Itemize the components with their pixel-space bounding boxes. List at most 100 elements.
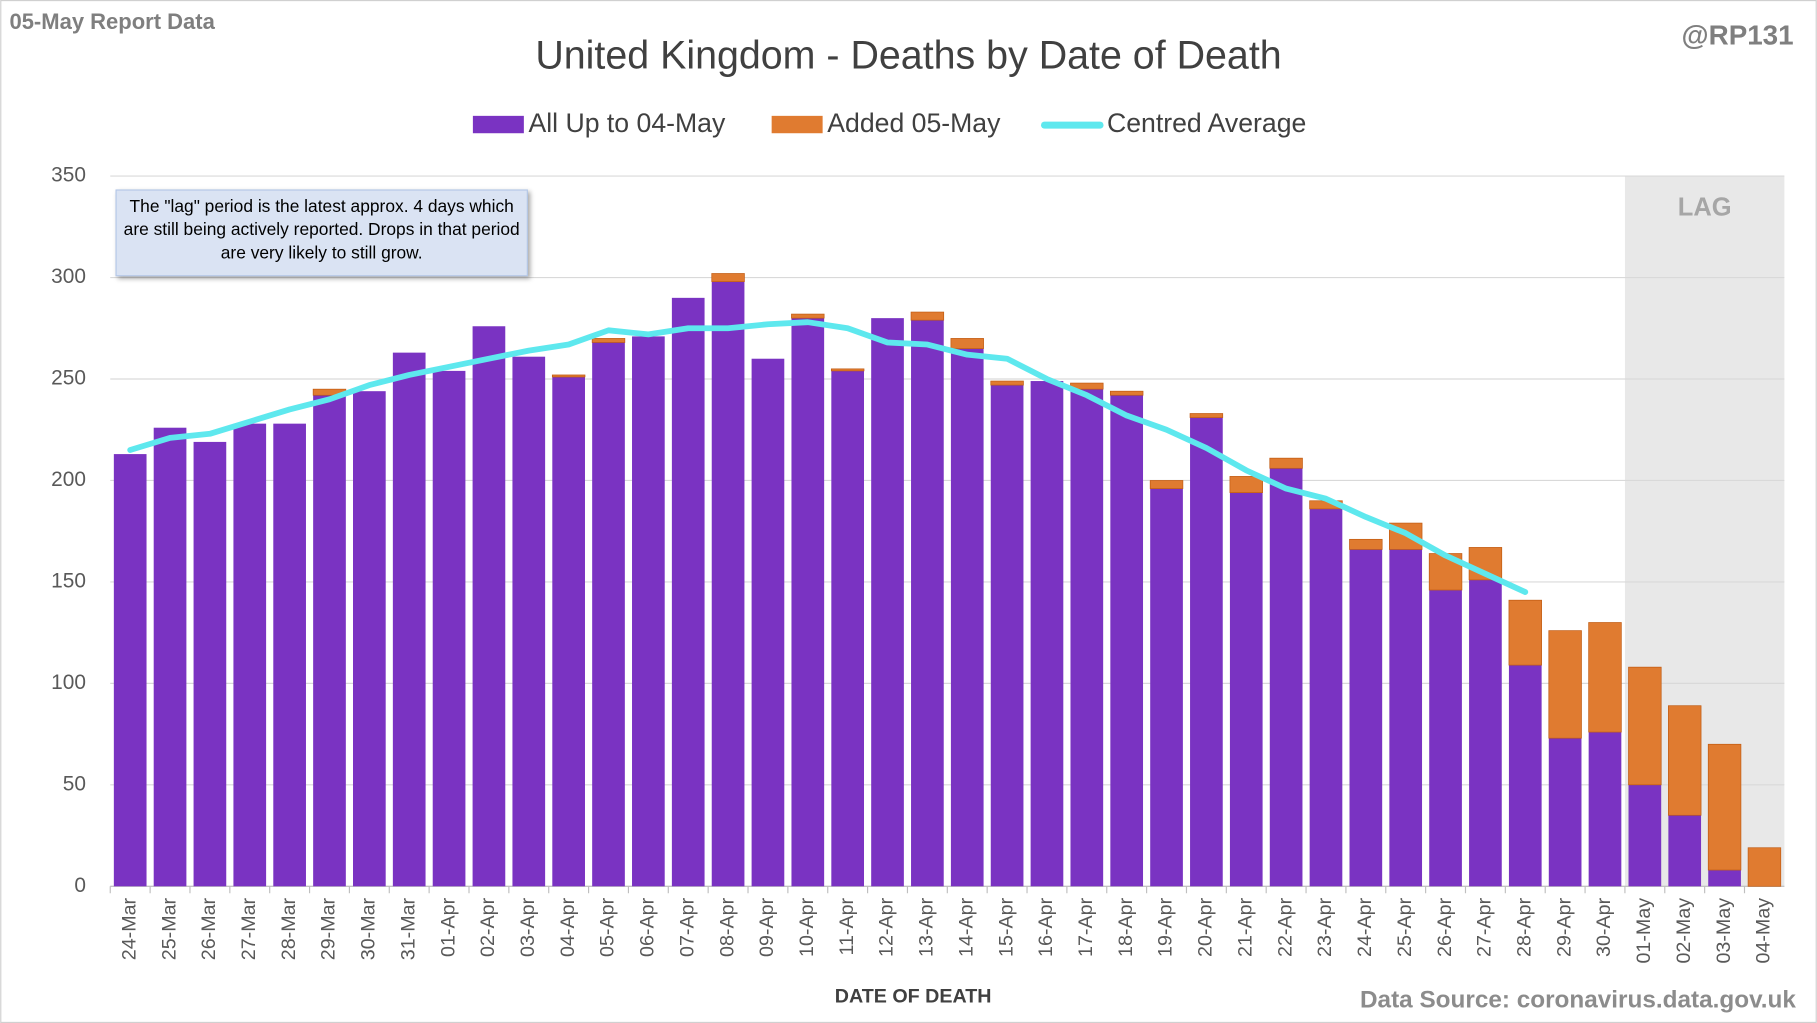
bar-segment (671, 297, 705, 887)
x-tick-label: 04-Apr (557, 897, 579, 957)
x-tick-label: 21-Apr (1234, 897, 1256, 957)
x-tick-label: 20-Apr (1195, 897, 1217, 957)
bar-segment (1149, 480, 1184, 489)
x-tick-label: 14-Apr (955, 897, 977, 957)
bar-segment (591, 338, 626, 343)
bar-segment (1628, 666, 1662, 786)
x-tick-label: 08-Apr (716, 897, 738, 957)
bar-segment (1269, 457, 1303, 469)
x-tick-label: 17-Apr (1075, 897, 1097, 957)
annotation-text: The "lag" period is the latest approx. 4… (123, 196, 520, 263)
bar-segment (791, 318, 825, 887)
y-tick-label: 100 (51, 671, 86, 694)
x-tick-label: 06-Apr (637, 897, 659, 957)
y-tick-label: 350 (51, 164, 86, 187)
plot-area: LAG 0 50 100 150 200 250 300 350 24-Mar 25-Mar 26-M… (51, 164, 1785, 964)
legend-swatch (771, 115, 823, 134)
bar-segment (950, 338, 984, 349)
bar-segment (1747, 847, 1782, 887)
bar-segment (1229, 476, 1263, 493)
x-tick-label: 29-Apr (1553, 897, 1575, 957)
bar-segment (551, 374, 586, 378)
y-tick-label: 150 (51, 569, 86, 592)
bar-segment (1389, 549, 1423, 887)
x-tick-label: 30-Mar (358, 897, 380, 960)
x-tick-label: 09-Apr (756, 897, 778, 957)
bar-segment (791, 313, 825, 319)
x-tick-label: 04-May (1753, 898, 1775, 964)
x-tick-label: 03-May (1713, 898, 1735, 964)
bar-segment (711, 281, 745, 887)
bar-segment (911, 320, 944, 887)
bar-segment (1109, 390, 1144, 396)
bar-segment (950, 348, 984, 887)
x-tick-label: 27-Mar (238, 897, 260, 960)
x-tick-label: 25-Mar (158, 897, 180, 960)
bar-segment (1030, 381, 1064, 887)
y-tick-label: 200 (51, 468, 86, 491)
bar-segment (193, 441, 227, 887)
x-tick-label: 27-Apr (1474, 897, 1496, 957)
x-tick-label: 18-Apr (1115, 897, 1137, 957)
legend-label: All Up to 04-May (528, 108, 725, 138)
x-tick-label: 15-Apr (995, 897, 1017, 957)
bar-segment (990, 385, 1024, 887)
shaded-label: LAG (1678, 193, 1732, 221)
bar-segment (831, 370, 865, 887)
bar-segment (1707, 743, 1742, 871)
bar-segment (910, 311, 945, 321)
bar-segment (1548, 630, 1582, 739)
bar-segment (990, 380, 1024, 386)
bar-segment (512, 356, 546, 887)
x-tick-label: 26-Mar (198, 897, 220, 960)
bar-segment (273, 423, 306, 887)
header-left: 05-May Report Data (9, 9, 215, 34)
bar-segment (711, 273, 745, 282)
x-tick-label: 28-Apr (1513, 897, 1535, 957)
bar-segment (871, 318, 904, 887)
annotation-holder: The "lag" period is the latest approx. 4… (123, 196, 520, 263)
bar-segment (472, 326, 506, 887)
legend-swatch (472, 115, 524, 134)
bar-segment (1269, 468, 1303, 887)
bar-segment (1588, 732, 1622, 887)
x-tick-label: 16-Apr (1035, 897, 1057, 957)
x-tick-label: 28-Mar (278, 897, 300, 960)
x-tick-label: 22-Apr (1274, 897, 1296, 957)
average-line (127, 319, 1529, 595)
y-tick-label: 250 (51, 367, 86, 390)
bar-segment (1349, 538, 1383, 550)
x-tick-label: 24-Apr (1354, 897, 1376, 957)
bar-segment (1229, 492, 1263, 887)
bar-segment (233, 423, 267, 887)
bar-segment (1668, 705, 1702, 816)
bar-segment (353, 391, 386, 887)
bar-segment (751, 358, 785, 887)
bar-segment (830, 368, 865, 372)
x-tick-label: 25-Apr (1394, 897, 1416, 957)
bar-segment (1309, 508, 1343, 887)
x-tick-label: 01-May (1633, 898, 1655, 964)
x-tick-label: 02-May (1673, 898, 1695, 964)
chart-title: United Kingdom - Deaths by Date of Death (535, 33, 1281, 77)
bar-segment (1150, 488, 1183, 887)
x-tick-label: 10-Apr (796, 897, 818, 957)
bar-segment (153, 427, 187, 887)
x-tick-label: 19-Apr (1155, 897, 1177, 957)
bar-segment (1429, 590, 1462, 887)
bar-segment (1508, 665, 1542, 887)
x-tick-label: 23-Apr (1314, 897, 1336, 957)
bar-segment (1668, 815, 1702, 887)
x-tick-label: 03-Apr (517, 897, 539, 957)
bar-segment (1588, 622, 1622, 733)
bar-segment (1548, 738, 1582, 887)
annotation-box (115, 189, 528, 277)
x-tick-label: 11-Apr (836, 897, 858, 955)
y-tick-label: 0 (74, 874, 86, 897)
header-right: @RP131 (1682, 19, 1794, 50)
bar-segment (1628, 784, 1662, 887)
bar-segment (1189, 413, 1224, 418)
bar-segment (1190, 417, 1223, 887)
